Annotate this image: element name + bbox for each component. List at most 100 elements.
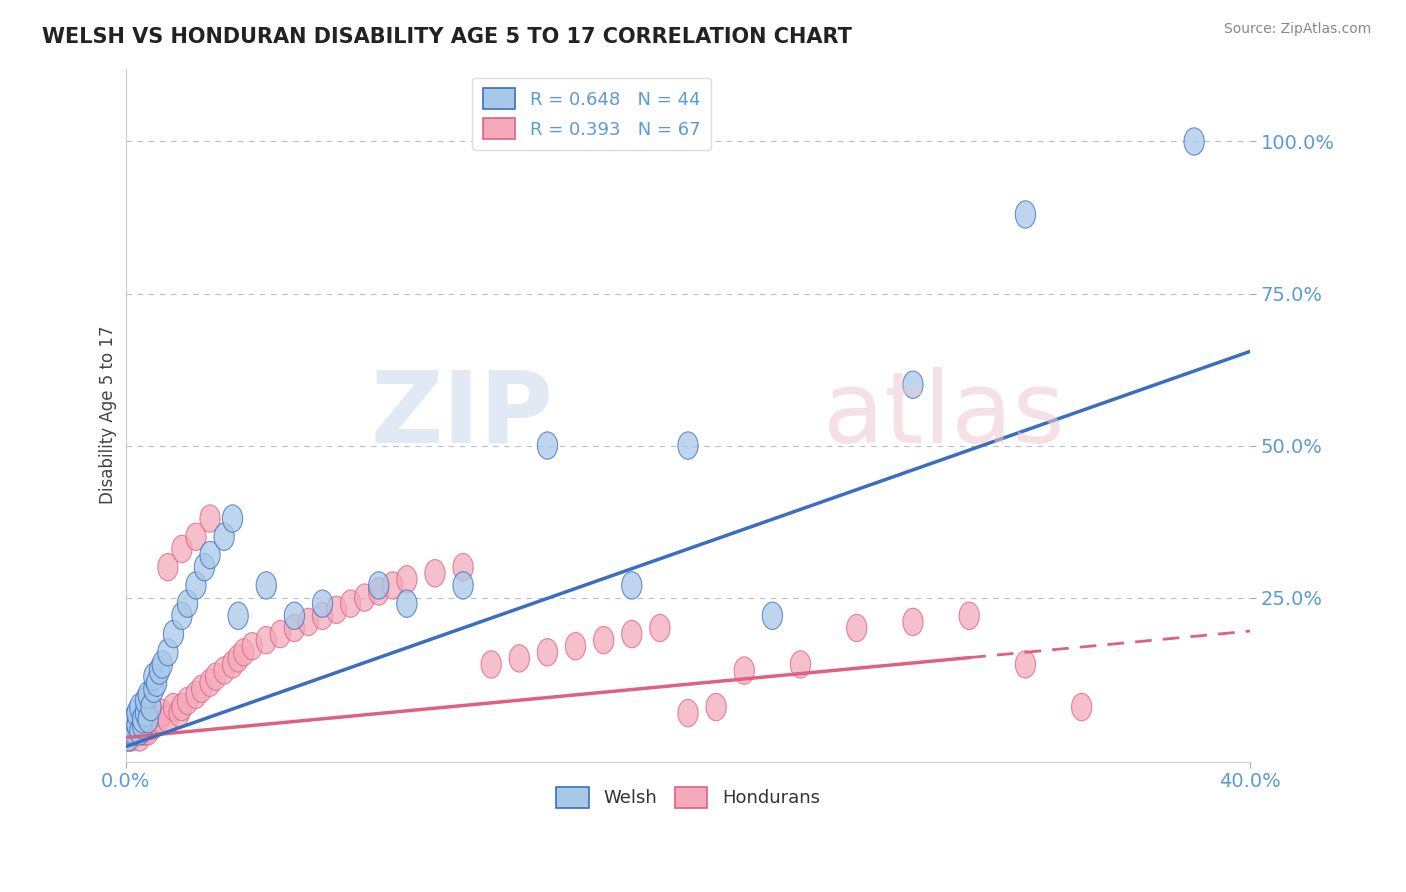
Ellipse shape: [163, 693, 184, 721]
Ellipse shape: [163, 620, 184, 648]
Ellipse shape: [846, 615, 868, 641]
Ellipse shape: [143, 712, 165, 739]
Ellipse shape: [382, 572, 404, 599]
Ellipse shape: [200, 505, 221, 533]
Ellipse shape: [127, 699, 148, 727]
Ellipse shape: [284, 615, 305, 641]
Ellipse shape: [228, 645, 249, 672]
Ellipse shape: [537, 639, 558, 666]
Ellipse shape: [200, 541, 221, 569]
Ellipse shape: [200, 669, 221, 697]
Text: ZIP: ZIP: [370, 367, 553, 464]
Ellipse shape: [118, 723, 139, 751]
Ellipse shape: [233, 639, 254, 666]
Ellipse shape: [214, 657, 235, 684]
Ellipse shape: [228, 602, 249, 630]
Ellipse shape: [141, 693, 162, 721]
Legend: Welsh, Hondurans: Welsh, Hondurans: [548, 780, 827, 815]
Ellipse shape: [453, 572, 474, 599]
Ellipse shape: [593, 626, 614, 654]
Ellipse shape: [621, 620, 643, 648]
Ellipse shape: [138, 706, 159, 733]
Ellipse shape: [537, 432, 558, 459]
Ellipse shape: [135, 718, 156, 745]
Ellipse shape: [298, 608, 319, 636]
Ellipse shape: [172, 535, 193, 563]
Ellipse shape: [205, 663, 226, 690]
Text: Source: ZipAtlas.com: Source: ZipAtlas.com: [1223, 22, 1371, 37]
Ellipse shape: [127, 712, 148, 739]
Ellipse shape: [132, 712, 153, 739]
Ellipse shape: [312, 590, 333, 617]
Ellipse shape: [124, 712, 145, 739]
Ellipse shape: [135, 699, 156, 727]
Ellipse shape: [172, 693, 193, 721]
Ellipse shape: [149, 706, 170, 733]
Ellipse shape: [903, 608, 924, 636]
Ellipse shape: [762, 602, 783, 630]
Ellipse shape: [1071, 693, 1092, 721]
Ellipse shape: [172, 602, 193, 630]
Ellipse shape: [650, 615, 671, 641]
Ellipse shape: [127, 712, 148, 739]
Ellipse shape: [124, 718, 145, 745]
Ellipse shape: [149, 657, 170, 684]
Ellipse shape: [481, 651, 502, 678]
Ellipse shape: [396, 566, 418, 593]
Ellipse shape: [129, 693, 150, 721]
Ellipse shape: [256, 626, 277, 654]
Y-axis label: Disability Age 5 to 17: Disability Age 5 to 17: [100, 326, 117, 504]
Ellipse shape: [194, 554, 215, 581]
Ellipse shape: [959, 602, 980, 630]
Ellipse shape: [146, 669, 167, 697]
Ellipse shape: [734, 657, 755, 684]
Ellipse shape: [121, 718, 142, 745]
Ellipse shape: [121, 723, 142, 751]
Ellipse shape: [157, 706, 179, 733]
Ellipse shape: [1015, 651, 1036, 678]
Ellipse shape: [143, 675, 165, 703]
Ellipse shape: [132, 706, 153, 733]
Ellipse shape: [118, 723, 139, 751]
Text: atlas: atlas: [823, 367, 1064, 464]
Ellipse shape: [138, 706, 159, 733]
Ellipse shape: [124, 718, 145, 745]
Ellipse shape: [396, 590, 418, 617]
Ellipse shape: [312, 602, 333, 630]
Ellipse shape: [509, 645, 530, 672]
Ellipse shape: [152, 699, 173, 727]
Ellipse shape: [214, 523, 235, 550]
Ellipse shape: [129, 718, 150, 745]
Ellipse shape: [678, 432, 699, 459]
Ellipse shape: [222, 505, 243, 533]
Ellipse shape: [425, 559, 446, 587]
Ellipse shape: [132, 712, 153, 739]
Ellipse shape: [222, 651, 243, 678]
Ellipse shape: [790, 651, 811, 678]
Ellipse shape: [135, 712, 156, 739]
Ellipse shape: [354, 584, 375, 611]
Ellipse shape: [129, 712, 150, 739]
Ellipse shape: [169, 699, 190, 727]
Ellipse shape: [256, 572, 277, 599]
Ellipse shape: [141, 712, 162, 739]
Ellipse shape: [135, 687, 156, 714]
Ellipse shape: [152, 651, 173, 678]
Ellipse shape: [270, 620, 291, 648]
Ellipse shape: [284, 602, 305, 630]
Ellipse shape: [121, 718, 142, 745]
Ellipse shape: [157, 639, 179, 666]
Ellipse shape: [453, 554, 474, 581]
Ellipse shape: [186, 572, 207, 599]
Ellipse shape: [129, 723, 150, 751]
Ellipse shape: [138, 718, 159, 745]
Ellipse shape: [191, 675, 212, 703]
Ellipse shape: [177, 590, 198, 617]
Ellipse shape: [143, 663, 165, 690]
Ellipse shape: [1015, 201, 1036, 228]
Ellipse shape: [621, 572, 643, 599]
Ellipse shape: [177, 687, 198, 714]
Ellipse shape: [1184, 128, 1204, 155]
Ellipse shape: [127, 718, 148, 745]
Text: WELSH VS HONDURAN DISABILITY AGE 5 TO 17 CORRELATION CHART: WELSH VS HONDURAN DISABILITY AGE 5 TO 17…: [42, 27, 852, 46]
